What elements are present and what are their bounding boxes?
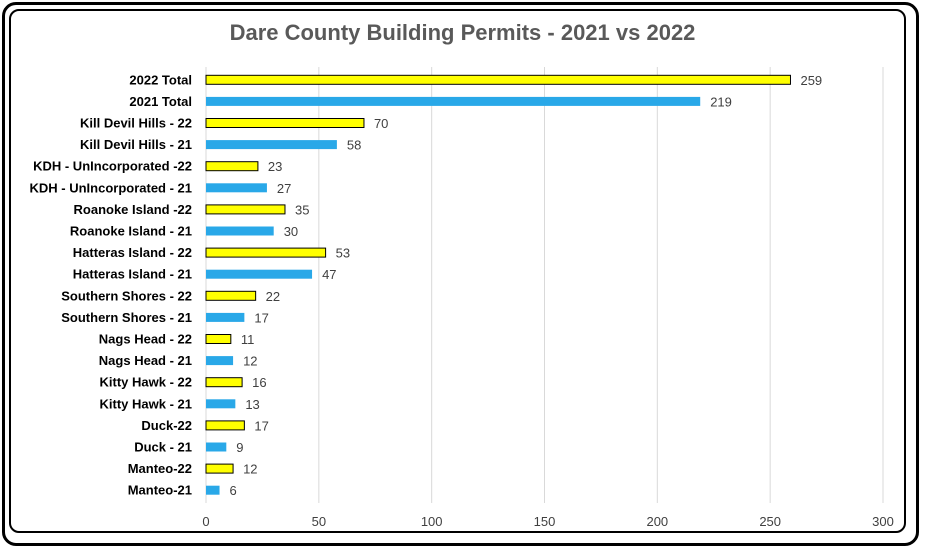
category-label: Kitty Hawk - 21 <box>100 396 192 411</box>
data-label: 53 <box>336 246 350 261</box>
bar <box>205 161 259 172</box>
data-label: 219 <box>710 94 732 109</box>
data-label: 47 <box>322 267 336 282</box>
data-label: 11 <box>241 332 255 347</box>
chart-inner-border <box>9 9 906 533</box>
category-label: Southern Shores - 22 <box>61 288 192 303</box>
bar <box>205 420 245 431</box>
bar <box>205 118 365 128</box>
data-label: 22 <box>266 289 280 304</box>
data-label: 30 <box>284 224 298 239</box>
data-label: 259 <box>800 73 822 88</box>
category-label: 2022 Total <box>129 72 192 87</box>
category-label: Kill Devil Hills - 21 <box>80 137 192 152</box>
x-tick-label: 300 <box>872 514 894 529</box>
category-label: Southern Shores - 21 <box>61 310 192 325</box>
category-label: Nags Head - 22 <box>99 332 192 347</box>
data-label: 6 <box>230 483 237 498</box>
data-label: 17 <box>254 310 268 325</box>
bar <box>206 226 274 236</box>
data-label: 13 <box>245 397 259 412</box>
x-tick-label: 200 <box>646 514 668 529</box>
category-label: KDH - UnIncorporated -22 <box>33 159 192 174</box>
x-tick-label: 0 <box>202 514 209 529</box>
bar <box>206 140 337 150</box>
bar <box>206 96 701 106</box>
data-label: 17 <box>254 418 268 433</box>
data-label: 27 <box>277 181 291 196</box>
x-tick-label: 150 <box>534 514 556 529</box>
bar <box>206 485 220 495</box>
category-label: Manteo-21 <box>128 483 192 498</box>
data-label: 12 <box>243 354 257 369</box>
bar <box>206 442 227 452</box>
bar <box>205 290 257 301</box>
data-label: 70 <box>374 116 388 131</box>
data-label: 35 <box>295 202 309 217</box>
category-label: Kill Devil Hills - 22 <box>80 116 192 131</box>
x-tick-label: 50 <box>312 514 326 529</box>
data-label: 9 <box>236 440 243 455</box>
category-label: Hatteras Island - 22 <box>73 245 192 260</box>
bar <box>205 74 791 85</box>
bar <box>206 356 234 366</box>
bar <box>206 183 267 193</box>
chart-title: Dare County Building Permits - 2021 vs 2… <box>229 20 696 45</box>
category-label: KDH - UnIncorporated - 21 <box>29 180 192 195</box>
category-label: Roanoke Island -22 <box>74 202 192 217</box>
category-label: Duck-22 <box>141 418 192 433</box>
category-label: Manteo-22 <box>128 461 192 476</box>
data-label: 16 <box>252 375 266 390</box>
bar <box>205 247 327 258</box>
category-label: Duck - 21 <box>134 440 192 455</box>
bar <box>205 377 243 388</box>
bar <box>206 399 236 409</box>
data-label: 58 <box>347 138 361 153</box>
bar <box>206 312 245 322</box>
category-label: Hatteras Island - 21 <box>73 267 192 282</box>
x-tick-label: 250 <box>759 514 781 529</box>
data-label: 12 <box>243 462 257 477</box>
bar <box>205 334 232 344</box>
bar <box>205 463 234 474</box>
category-label: 2021 Total <box>129 94 192 109</box>
bar <box>206 269 313 279</box>
category-label: Roanoke Island - 21 <box>70 224 192 239</box>
category-label: Kitty Hawk - 22 <box>100 375 192 390</box>
data-label: 23 <box>268 159 282 174</box>
category-label: Nags Head - 21 <box>99 353 192 368</box>
x-tick-label: 100 <box>421 514 443 529</box>
bar <box>205 204 286 215</box>
